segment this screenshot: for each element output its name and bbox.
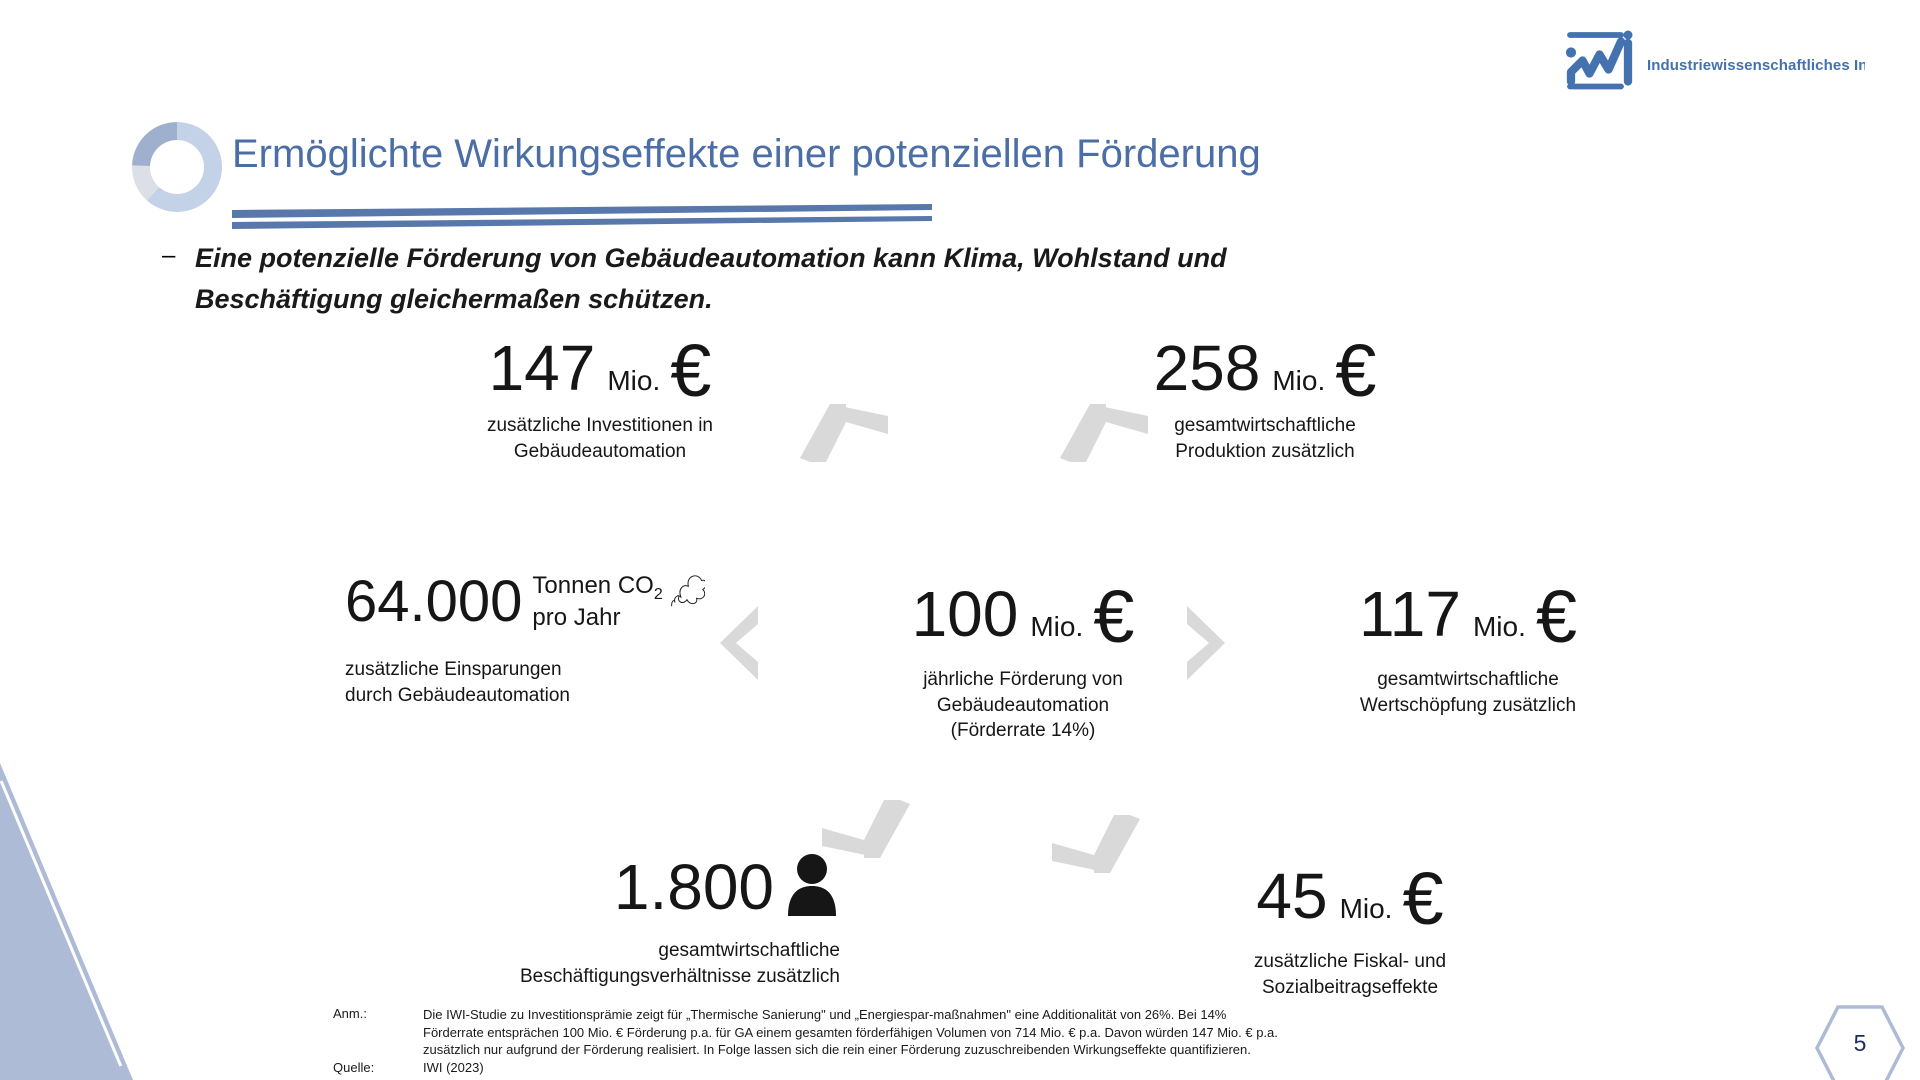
svg-text:Industriewissenschaftliches In: Industriewissenschaftliches Institut — [1647, 57, 1865, 74]
